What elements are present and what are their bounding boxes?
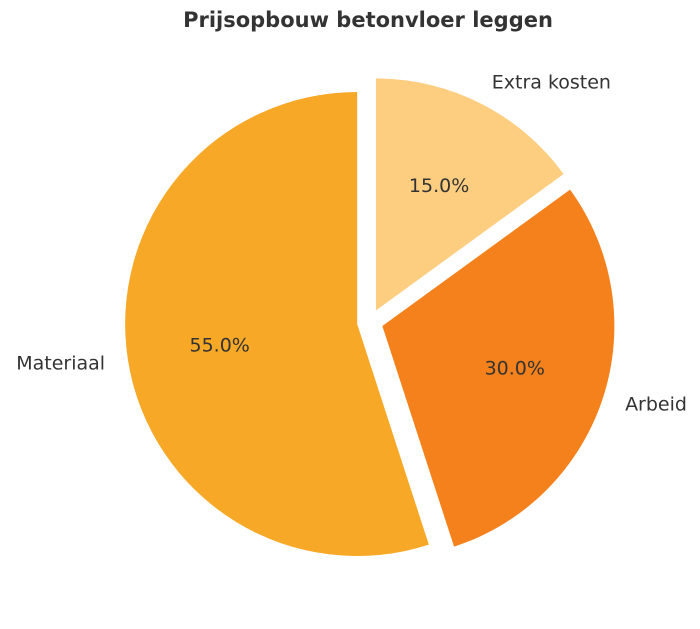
slice-label: Extra kosten	[492, 72, 611, 94]
value-label: 55.0%	[189, 334, 249, 356]
value-label: 30.0%	[485, 358, 545, 380]
chart-title: Prijsopbouw betonvloer leggen	[183, 8, 553, 32]
slice-label: Arbeid	[625, 393, 687, 415]
slice-label: Materiaal	[16, 352, 105, 374]
pie-slice	[382, 189, 615, 547]
pie-slice	[125, 92, 429, 557]
pie-slice	[375, 78, 564, 311]
value-label: 15.0%	[409, 175, 469, 197]
